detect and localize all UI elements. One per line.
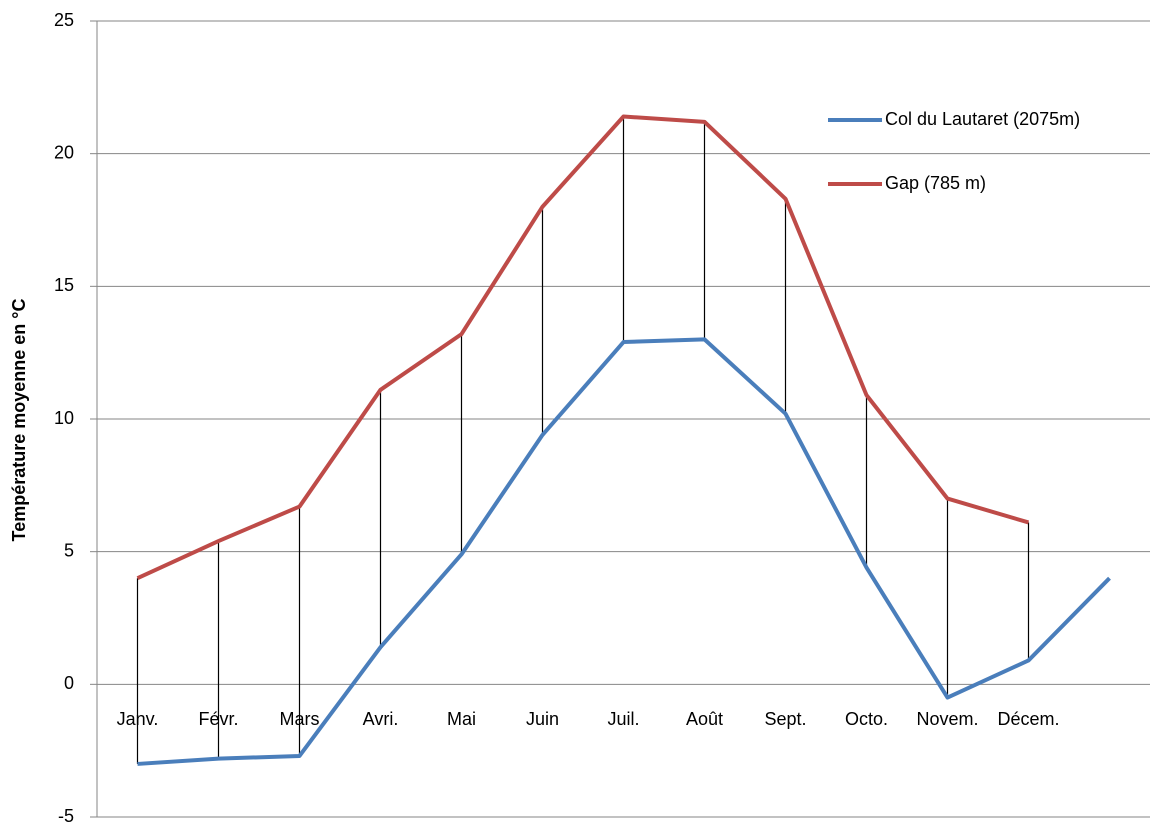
y-tick-label: 20: [54, 142, 74, 162]
y-tick-label: -5: [58, 806, 74, 826]
y-tick-label: 5: [64, 540, 74, 560]
x-tick-label: Sept.: [764, 709, 806, 729]
series-line: [136, 114, 1030, 581]
x-tick-label: Décem.: [997, 709, 1059, 729]
x-tick-label: Mai: [447, 709, 476, 729]
y-tick-label: 25: [54, 10, 74, 30]
x-tick-label: Août: [686, 709, 723, 729]
legend-label: Gap (785 m): [885, 173, 986, 193]
y-tick-label: 0: [64, 673, 74, 693]
y-axis-label: Température moyenne en °C: [9, 299, 29, 542]
x-tick-label: Novem.: [916, 709, 978, 729]
x-tick-label: Juin: [526, 709, 559, 729]
x-tick-label: Juil.: [607, 709, 639, 729]
series-line: [137, 337, 1111, 766]
legend-label: Col du Lautaret (2075m): [885, 109, 1080, 129]
y-tick-label: 15: [54, 275, 74, 295]
y-tick-label: 10: [54, 408, 74, 428]
x-tick-label: Avri.: [363, 709, 399, 729]
x-tick-label: Octo.: [845, 709, 888, 729]
